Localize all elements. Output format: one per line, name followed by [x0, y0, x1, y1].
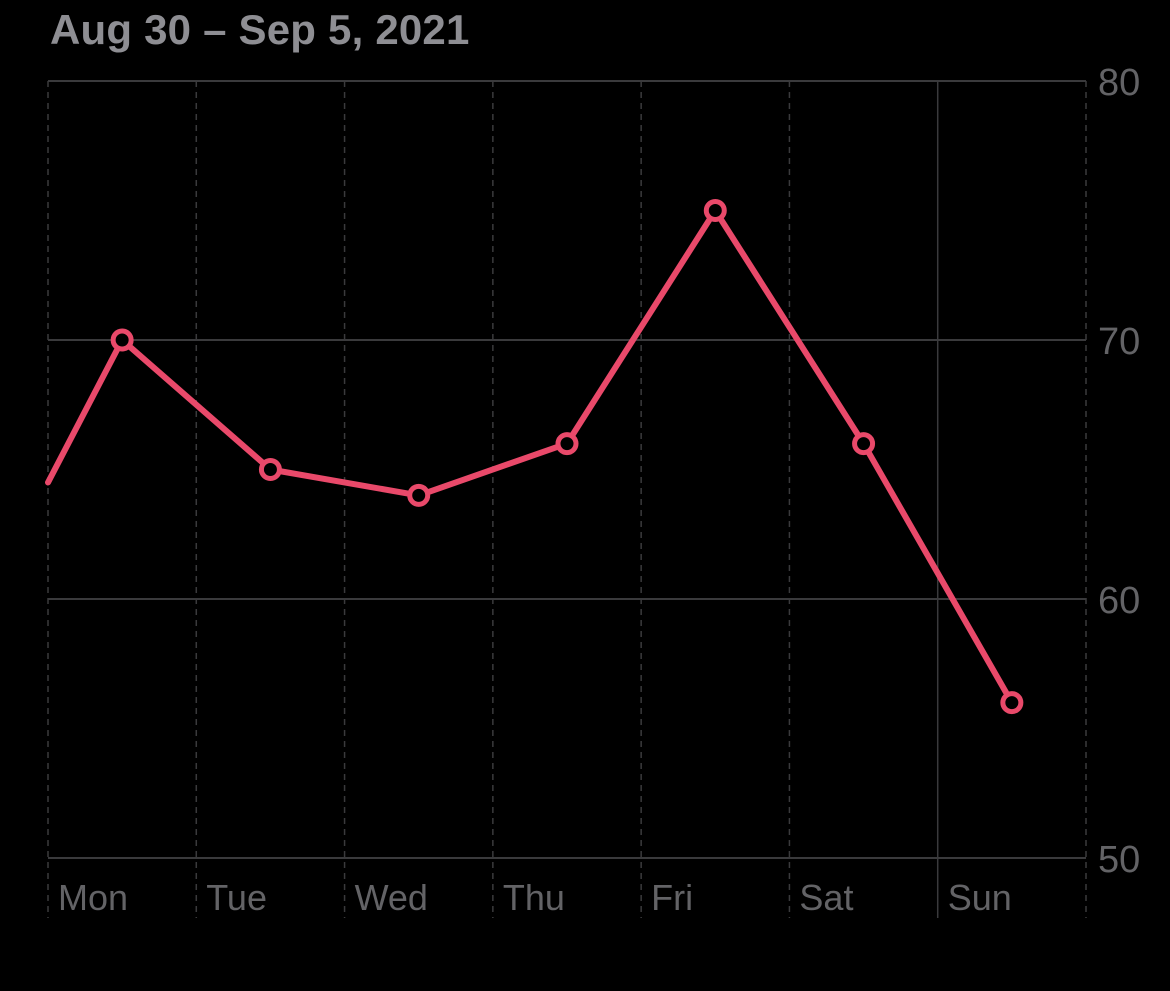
label-layer: 50 60 70 80 Mon Tue Wed Thu Fri Sat Sun — [58, 62, 1140, 918]
y-tick-label: 80 — [1098, 62, 1140, 104]
y-tick-label: 50 — [1098, 839, 1140, 881]
date-range-title: Aug 30 – Sep 5, 2021 — [50, 6, 470, 53]
x-tick-label: Thu — [503, 877, 565, 918]
x-tick-label: Sat — [799, 877, 853, 918]
series-layer — [45, 199, 1024, 715]
data-point-fri — [703, 199, 727, 222]
y-tick-label: 70 — [1098, 321, 1140, 363]
x-tick-label: Sun — [948, 877, 1012, 918]
data-point-wed — [407, 483, 431, 507]
data-point-sun — [1000, 691, 1024, 715]
x-tick-label: Tue — [206, 877, 267, 918]
x-tick-label: Mon — [58, 877, 128, 918]
y-tick-label: 60 — [1098, 580, 1140, 622]
grid-layer — [47, 80, 1087, 918]
data-point-thu — [555, 432, 579, 456]
x-tick-label: Wed — [355, 877, 428, 918]
data-point-sat — [852, 432, 876, 456]
x-tick-label: Fri — [651, 877, 693, 918]
series-line — [45, 207, 1015, 706]
data-point-mon — [110, 328, 134, 352]
data-point-tue — [258, 458, 282, 481]
